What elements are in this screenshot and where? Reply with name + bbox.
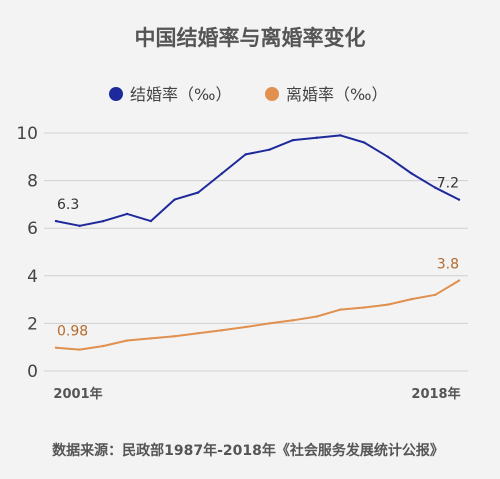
data-point-divorce [315,315,318,318]
series-line-marriage [55,134,460,227]
data-point-divorce [268,322,271,325]
x-axis-ticks: 2001年 2018年 [53,386,460,402]
data-point-marriage [78,224,81,228]
data-label: 3.8 [437,257,459,273]
data-point-divorce [362,306,366,309]
data-point-divorce [78,348,81,351]
data-point-marriage [457,198,461,201]
data-point-marriage [54,219,58,223]
data-point-divorce [386,303,390,306]
data-label: 0.98 [57,324,88,340]
data-point-divorce [197,331,200,335]
data-point-divorce [339,308,342,311]
data-point-marriage [102,219,105,223]
legend-label-marriage: 结婚率（‰） [130,85,231,104]
data-point-marriage [125,212,129,216]
y-tick-label: 2 [27,314,38,334]
y-tick-label: 10 [16,124,38,144]
data-point-divorce [54,346,58,349]
data-point-divorce [457,279,461,282]
data-point-divorce [102,344,105,348]
y-tick-label: 0 [27,362,38,382]
source-note: 数据来源：民政部1987年-2018年《社会服务发展统计公报》 [52,442,444,459]
x-tick-label: 2018年 [411,386,460,402]
series-line-divorce [55,279,460,351]
legend-swatch-marriage [109,87,123,101]
y-tick-label: 8 [27,172,38,192]
data-point-marriage [244,153,247,156]
y-axis-ticks: 0 2 4 6 8 10 [16,124,38,382]
data-point-marriage [291,138,295,142]
chart-title: 中国结婚率与离婚率变化 [135,26,366,50]
data-point-divorce [220,329,224,332]
data-point-divorce [173,335,176,338]
data-point-marriage [386,155,390,158]
data-point-marriage [220,172,224,175]
data-point-divorce [149,337,153,340]
data-point-marriage [315,136,318,139]
legend-label-divorce: 离婚率（‰） [286,85,387,104]
data-point-marriage [197,191,200,194]
data-label: 7.2 [437,176,459,192]
series-lines [54,134,461,351]
y-tick-label: 4 [27,267,38,287]
legend-swatch-divorce [265,87,279,101]
data-point-divorce [410,297,413,301]
data-label: 6.3 [57,197,79,213]
data-point-divorce [434,293,437,297]
data-labels: 6.3 7.2 0.98 3.8 [57,176,459,340]
data-point-marriage [339,134,342,137]
data-point-marriage [173,198,176,201]
data-point-marriage [149,219,153,223]
data-point-marriage [268,148,271,151]
data-point-divorce [291,319,295,322]
data-point-marriage [362,141,366,144]
gridlines [44,132,468,372]
y-tick-label: 6 [27,219,38,239]
data-point-divorce [244,325,247,329]
legend: 结婚率（‰） 离婚率（‰） [109,85,387,104]
data-point-divorce [125,339,129,342]
x-tick-label: 2001年 [53,386,102,402]
data-point-marriage [434,186,437,189]
data-point-marriage [410,172,413,175]
